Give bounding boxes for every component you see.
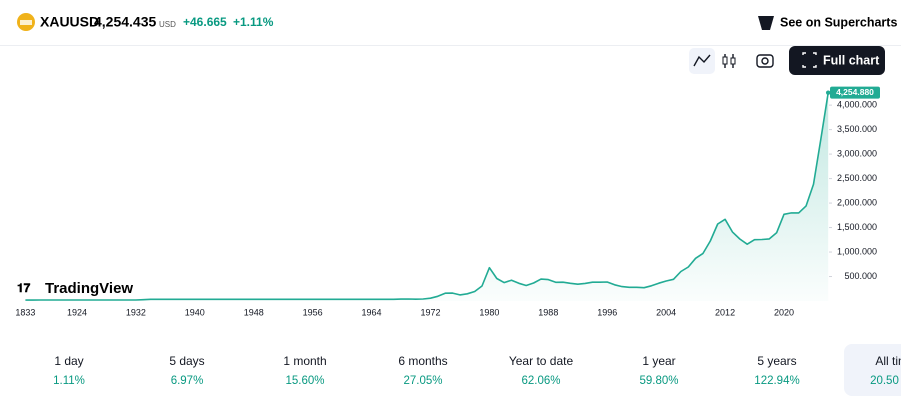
symbol-icon-bar — [20, 20, 32, 25]
x-tick-label: 1964 — [362, 307, 382, 317]
line-style-button[interactable] — [689, 48, 715, 74]
period-value[interactable]: 6.97% — [171, 375, 204, 387]
y-tick-label: 2,500.000 — [837, 173, 877, 183]
symbol[interactable]: XAUUSD — [40, 14, 99, 30]
y-tick-label: 1,500.000 — [837, 222, 877, 232]
y-tick-label: 4,000.000 — [837, 100, 877, 110]
period-value[interactable]: 62.06% — [521, 375, 560, 387]
x-tick-label: 1988 — [538, 307, 558, 317]
snapshot-button[interactable] — [756, 54, 774, 68]
x-tick-label: 1940 — [185, 307, 205, 317]
change-pct: +1.11% — [233, 15, 274, 29]
x-tick-label: 2004 — [656, 307, 676, 317]
x-tick-label: 1932 — [126, 307, 146, 317]
price-line — [25, 92, 829, 301]
x-tick-label: 2020 — [774, 307, 794, 317]
price-tag-label: 4,254.880 — [836, 87, 874, 97]
period-label[interactable]: 5 years — [757, 354, 796, 368]
y-tick-label: 3,000.000 — [837, 148, 877, 158]
period-value[interactable]: 20.50 K% — [870, 375, 901, 387]
supercharts-icon[interactable] — [758, 16, 774, 30]
x-tick-label: 2012 — [715, 307, 735, 317]
x-tick-label: 1948 — [244, 307, 264, 317]
last-point — [825, 90, 831, 95]
period-value[interactable]: 59.80% — [639, 375, 678, 387]
period-value[interactable]: 27.05% — [403, 375, 442, 387]
watermark: TradingView — [45, 280, 133, 297]
x-tick-label: 1956 — [303, 307, 323, 317]
change: +46.665 — [183, 15, 227, 29]
x-tick-label: 1996 — [597, 307, 617, 317]
logo-mark: 𝟏𝟕 — [17, 281, 31, 295]
period-label[interactable]: 1 month — [283, 354, 326, 368]
period-label[interactable]: All time — [875, 354, 901, 368]
candle-body — [722, 56, 728, 65]
y-tick-label: 2,000.000 — [837, 197, 877, 207]
snapshot-lens — [761, 57, 769, 65]
period-label[interactable]: 1 year — [642, 354, 675, 368]
period-active-bg[interactable] — [844, 344, 901, 396]
line-icon — [693, 54, 711, 67]
x-tick-label: 1980 — [479, 307, 499, 317]
x-tick-label: 1833 — [15, 307, 35, 317]
period-label[interactable]: 6 months — [398, 354, 447, 368]
period-value[interactable]: 1.11% — [53, 375, 85, 387]
period-value[interactable]: 15.60% — [285, 375, 324, 387]
full-chart-icon — [802, 52, 817, 68]
period-label[interactable]: Year to date — [509, 354, 574, 368]
period-value[interactable]: 122.94% — [754, 375, 799, 387]
area — [25, 92, 829, 301]
currency: USD — [159, 20, 176, 29]
y-tick-label: 1,000.000 — [837, 246, 877, 256]
x-tick-label: 1924 — [67, 307, 87, 317]
price-tag — [830, 86, 880, 99]
period-label[interactable]: 1 day — [54, 354, 83, 368]
x-tick-label: 1972 — [420, 307, 440, 317]
full-chart-label[interactable]: Full chart — [823, 53, 880, 67]
price: 4,254.435 — [94, 14, 156, 30]
period-label[interactable]: 5 days — [169, 354, 204, 368]
supercharts-link[interactable]: See on Supercharts — [780, 15, 897, 29]
candle-body — [730, 57, 736, 65]
y-tick-label: 500.000 — [844, 271, 877, 281]
y-tick-label: 3,500.000 — [837, 124, 877, 134]
